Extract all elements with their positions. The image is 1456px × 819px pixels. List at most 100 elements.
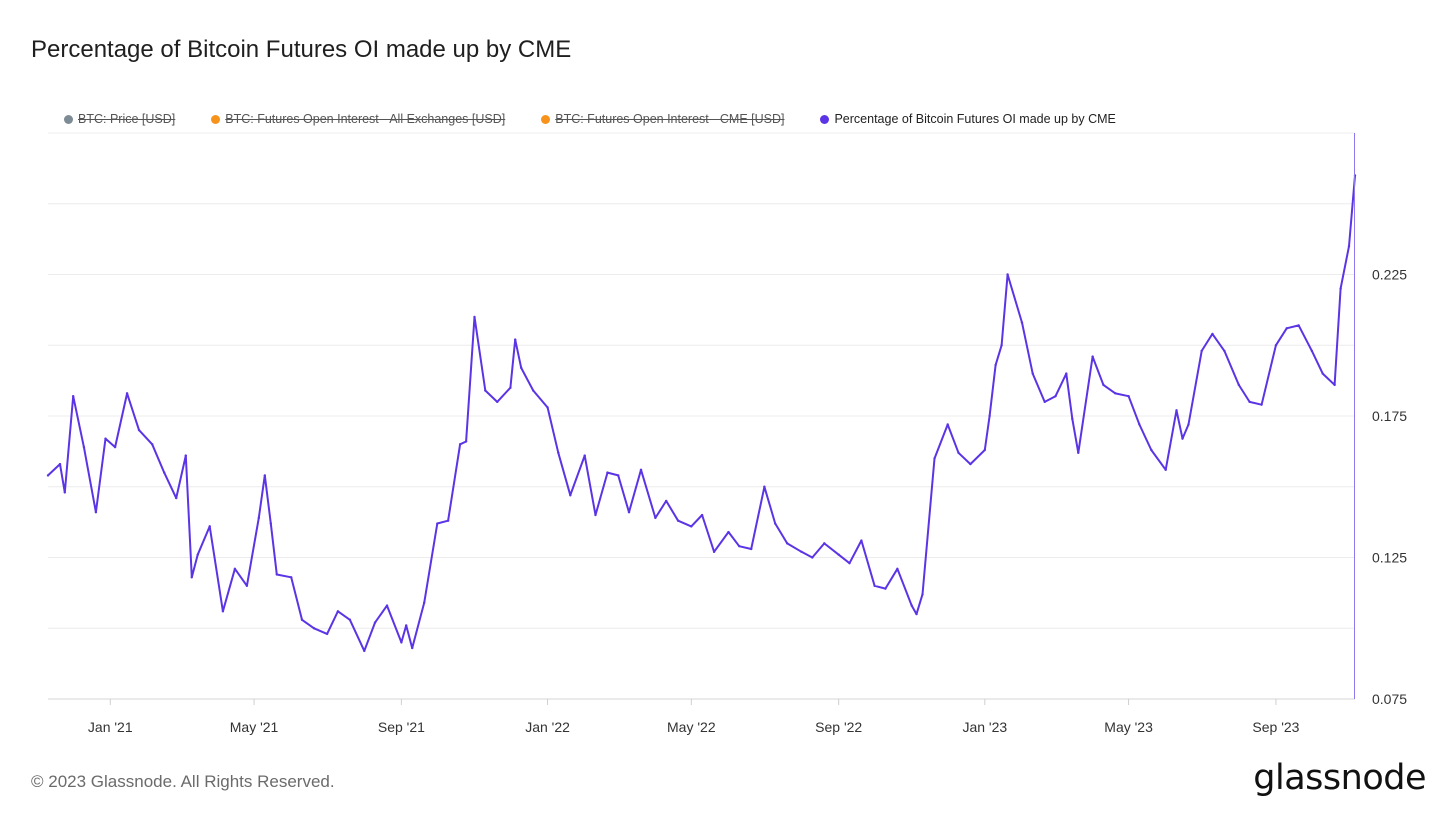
legend-item-oi-all-exchanges[interactable]: BTC: Futures Open Interest - All Exchang… — [211, 112, 505, 126]
x-tick-label: Sep '21 — [378, 719, 425, 735]
y-tick-label: 0.225 — [1372, 267, 1407, 283]
data-point — [811, 556, 814, 559]
data-point — [1310, 349, 1314, 353]
data-point — [910, 604, 913, 607]
data-point — [727, 530, 730, 534]
data-point — [300, 618, 304, 621]
data-point — [496, 400, 499, 404]
data-point — [1260, 403, 1263, 406]
legend-label: Percentage of Bitcoin Futures OI made up… — [834, 112, 1116, 126]
x-tick-label: May '23 — [1104, 719, 1153, 735]
data-point — [400, 641, 403, 644]
data-point — [46, 474, 50, 477]
data-point — [1297, 324, 1300, 327]
data-point — [639, 468, 643, 471]
data-point — [1031, 372, 1034, 375]
data-point — [1181, 437, 1184, 440]
glassnode-logo[interactable]: glassnode — [1253, 758, 1426, 798]
data-point — [1071, 417, 1074, 421]
legend-dot-icon — [211, 114, 221, 124]
data-point — [196, 553, 199, 556]
data-point — [1054, 394, 1057, 398]
y-tick-label: 0.125 — [1372, 550, 1407, 566]
data-point — [1114, 392, 1117, 395]
data-point — [690, 525, 693, 528]
x-tick-label: Jan '22 — [525, 719, 570, 735]
data-point — [823, 542, 826, 545]
data-point — [1077, 451, 1080, 454]
legend-item-cme-percentage[interactable]: Percentage of Bitcoin Futures OI made up… — [820, 112, 1116, 126]
data-point — [520, 366, 523, 370]
data-point — [627, 511, 631, 514]
data-point — [654, 516, 657, 520]
data-point — [71, 394, 75, 398]
data-point — [1091, 355, 1094, 358]
data-point — [58, 462, 62, 466]
data-point — [946, 423, 949, 426]
legend-item-oi-cme[interactable]: BTC: Futures Open Interest - CME [USD] — [541, 112, 784, 126]
data-point — [848, 561, 851, 565]
data-point — [557, 451, 560, 454]
data-point — [233, 567, 237, 571]
data-point — [151, 443, 154, 446]
data-point — [763, 485, 766, 488]
x-tick-label: Jan '23 — [962, 719, 1007, 735]
data-point — [269, 522, 273, 525]
legend-dot-icon — [820, 114, 830, 124]
data-point — [569, 494, 572, 497]
data-point — [617, 474, 620, 477]
data-point — [336, 610, 340, 613]
data-point — [594, 513, 597, 517]
data-point — [800, 550, 803, 554]
data-point — [82, 445, 86, 449]
data-point — [933, 457, 936, 460]
data-point — [546, 406, 549, 409]
data-point — [988, 414, 991, 418]
data-point — [1333, 383, 1336, 387]
y-tick-label: 0.075 — [1372, 691, 1407, 707]
data-point — [63, 491, 66, 494]
data-point — [174, 496, 178, 500]
data-point — [664, 499, 668, 503]
data-point — [312, 627, 316, 630]
data-point — [422, 601, 426, 604]
legend-label: BTC: Futures Open Interest - CME [USD] — [555, 112, 785, 126]
x-tick-label: Sep '23 — [1252, 719, 1299, 735]
data-point — [113, 445, 117, 449]
data-point — [1065, 372, 1068, 375]
data-point — [125, 392, 129, 395]
data-point — [104, 437, 107, 440]
x-tick-label: Sep '22 — [815, 719, 862, 735]
legend-label: BTC: Futures Open Interest - All Exchang… — [225, 112, 506, 126]
data-point — [348, 618, 352, 621]
data-point — [404, 624, 408, 627]
data-point — [1150, 448, 1153, 452]
data-point — [1006, 273, 1009, 276]
data-point — [1223, 349, 1226, 353]
data-point — [712, 550, 716, 554]
data-point — [410, 646, 414, 650]
data-point — [583, 454, 586, 457]
legend-dot-icon — [541, 114, 551, 124]
data-point — [676, 519, 680, 522]
legend-item-btc-price[interactable]: BTC: Price [USD] — [64, 112, 175, 126]
data-point — [969, 462, 972, 466]
data-point — [1000, 344, 1003, 347]
data-point — [1285, 327, 1288, 330]
data-point — [531, 389, 535, 392]
data-point — [94, 511, 98, 514]
data-point — [509, 386, 512, 389]
data-point — [1339, 287, 1342, 290]
data-point — [473, 315, 476, 319]
data-point — [1127, 394, 1130, 398]
data-point — [289, 576, 293, 579]
data-point — [1175, 409, 1178, 412]
data-point — [1211, 332, 1214, 336]
data-point — [257, 516, 261, 520]
data-point — [994, 363, 997, 367]
data-point — [1187, 423, 1190, 426]
legend: BTC: Price [USD] BTC: Futures Open Inter… — [64, 112, 1152, 126]
data-point — [860, 539, 863, 542]
data-point — [208, 525, 211, 528]
